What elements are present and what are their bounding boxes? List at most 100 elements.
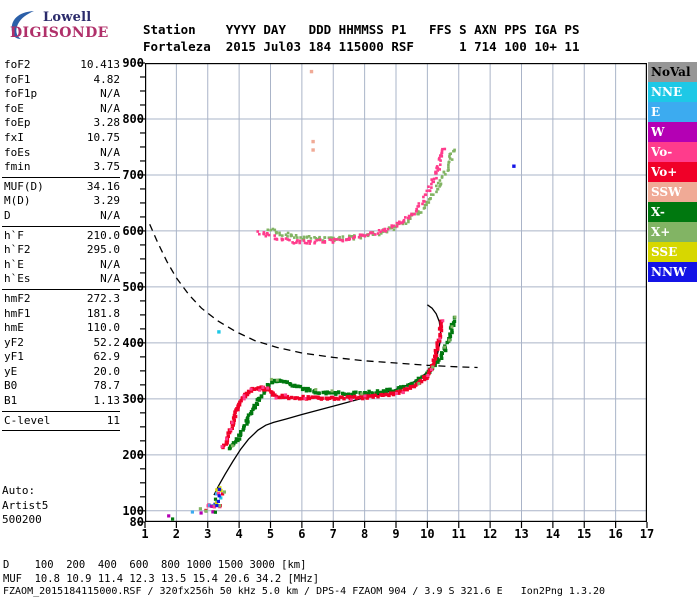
legend-item-nne[interactable]: NNE [648,82,697,102]
echo-pixel [276,395,280,400]
echo-pixel [305,242,309,245]
legend-item-sse[interactable]: SSE [648,242,697,262]
echo-pixel [382,393,386,397]
echo-pixel [308,388,312,392]
echo-pixel [258,232,261,236]
polarization-legend[interactable]: NoVal NNE E W Vo- Vo+ SSW X- X+ SSE NNW [648,62,697,282]
echo-pixel [376,232,380,235]
param-key: B1 [4,394,18,408]
echo-pixel [256,230,259,233]
echo-pixel [439,325,444,329]
echo-pixel [283,379,287,384]
legend-item-e[interactable]: E [648,102,697,122]
echo-pixel [267,383,271,387]
x-axis-tick-label: 3 [204,527,212,541]
echo-pixel [392,224,396,228]
param-value: 62.9 [93,350,121,364]
echo-pixel [431,358,436,362]
echo-pixel [436,187,440,191]
param-value: 34.16 [86,179,120,193]
echo-pixel [404,222,408,225]
echo-pixel [402,220,405,223]
echo-pixel [450,328,454,333]
legend-item-nnw[interactable]: NNW [648,262,697,282]
legend-item-x-[interactable]: X- [648,202,697,222]
echo-pixel [430,186,433,189]
echo-pixel [381,389,386,393]
echo-pixel [430,368,433,371]
echo-pixel [392,228,396,232]
legend-item-vo-[interactable]: Vo+ [648,162,697,182]
echo-pixel [347,392,351,397]
legend-item-ssw[interactable]: SSW [648,182,697,202]
echo-pixel [384,230,388,233]
param-row: fxI 10.75 [2,131,122,146]
echo-pixel [341,239,345,243]
echo-pixel [392,389,396,393]
echo-pixel [305,235,309,239]
echo-pixel [234,440,238,444]
echo-pixel [213,510,217,514]
echo-pixel [397,391,401,395]
param-value: N/A [100,101,120,115]
param-key: fmin [4,160,31,174]
legend-item-noval[interactable]: NoVal [648,62,697,82]
echo-pixel [218,504,222,508]
echo-pixel [302,235,306,239]
echo-pixel [272,378,276,383]
echo-pixel [388,387,392,391]
echo-pixel [425,189,429,193]
legend-item-w[interactable]: W [648,122,697,142]
echo-pixel [395,221,399,225]
echo-pixel [452,323,456,327]
x-axis-tick-label: 7 [329,527,337,541]
echo-pixel [338,235,341,239]
echo-pixel [430,178,433,181]
echo-pixel [449,322,454,327]
echo-pixel [278,395,282,400]
echo-pixel [371,231,374,235]
echo-pixel [440,356,444,360]
echo-pixel [311,148,315,152]
legend-item-x-[interactable]: X+ [648,222,697,242]
echo-pixel [441,319,445,323]
echo-pixel [190,510,194,514]
param-row: hmF2 272.3 [2,292,122,307]
echo-pixel [417,202,421,205]
echo-pixel [373,233,377,236]
plot-frame [145,63,647,522]
echo-pixel [217,494,221,498]
legend-item-vo-[interactable]: Vo- [648,142,697,162]
echo-pixel [231,423,235,427]
echo-pixel [430,182,433,186]
echo-pixel [435,344,439,348]
echo-pixel [427,368,432,373]
echo-pixel [313,391,317,395]
echo-pixel [342,397,346,401]
echo-pixel [207,503,212,507]
echo-pixel [298,241,301,245]
param-row: D N/A [2,209,122,224]
echo-pixel [327,391,332,395]
echo-pixel [448,334,453,338]
echo-pixel [304,389,309,393]
echo-pixel [365,394,370,398]
echo-pixel [263,232,266,236]
echo-pixel [438,339,442,343]
echo-pixel [338,395,342,399]
echo-pixel [287,396,291,401]
echo-pixel [353,394,357,399]
series-isolated-nne-echo [217,330,221,334]
param-value: N/A [100,87,120,101]
x-axis-tick-label: 6 [298,527,306,541]
echo-pixel [440,351,444,355]
echo-pixel [349,398,353,402]
y-axis-tick-label: 900 [122,56,144,70]
echo-pixel [309,69,314,74]
echo-pixel [379,230,382,233]
param-key: h`F2 [4,243,31,257]
x-axis-tick-label: 17 [639,527,655,541]
ionogram-plot[interactable] [145,63,647,522]
echo-pixel [352,390,356,395]
echo-pixel [390,224,393,227]
